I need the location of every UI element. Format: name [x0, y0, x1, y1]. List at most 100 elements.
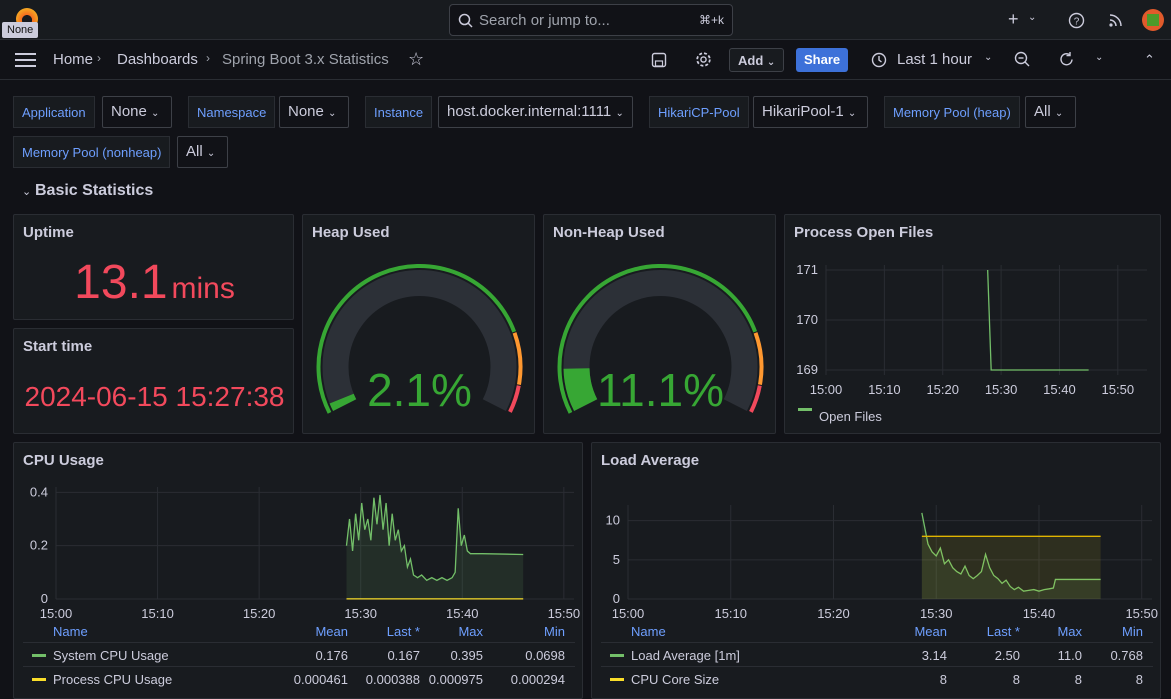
- load-series-line-0: [921, 512, 1101, 592]
- add-button-label: Add: [738, 53, 764, 68]
- heap-gauge-threshold-arc-2: [508, 385, 521, 413]
- refresh-icon[interactable]: [1058, 51, 1075, 68]
- legend-open-files[interactable]: Open Files: [819, 409, 882, 424]
- var-select-namespace[interactable]: None ⌄: [279, 96, 349, 128]
- load-legend-series-name-0[interactable]: Load Average [1m]: [631, 648, 740, 663]
- cpu-chart: 0 0.2 0.4 15:00 15:10 15:20 15:30 15:40 15:50: [30, 484, 581, 621]
- panel-heap-used[interactable]: Heap Used 2.1%: [302, 214, 535, 434]
- load-xtick-3: 15:30: [920, 606, 953, 621]
- panel-uptime[interactable]: Uptime 13.1 mins: [13, 214, 294, 320]
- load-xtick-2: 15:20: [817, 606, 850, 621]
- star-favorite-icon[interactable]: ☆: [408, 49, 425, 69]
- cpu-legend-header-2[interactable]: Last *: [386, 624, 420, 639]
- load-legend-swatch-0: [610, 654, 624, 657]
- load-legend-header-2[interactable]: Last *: [986, 624, 1020, 639]
- cpu-legend-header-3[interactable]: Max: [458, 624, 483, 639]
- open-files-xtick-5: 15:50: [1102, 382, 1135, 397]
- load-legend-last-1: 8: [1012, 672, 1020, 687]
- load-legend-series-name-1[interactable]: CPU Core Size: [631, 672, 720, 687]
- var-label-instance: Instance: [365, 96, 433, 128]
- var-value-memory-pool-nonheap: All: [186, 143, 203, 160]
- breadcrumb-home[interactable]: Home: [53, 51, 94, 68]
- cpu-legend-swatch-1: [32, 678, 46, 681]
- cpu-legend-max-0: 0.395: [450, 648, 483, 663]
- search-input[interactable]: Search or jump to... ⌘+k: [449, 4, 733, 36]
- var-value-application: None: [111, 103, 147, 120]
- menu-hamburger-icon[interactable]: [15, 53, 36, 68]
- var-select-hikaricp-pool[interactable]: HikariPool-1 ⌄: [753, 96, 868, 128]
- new-chevron-down-icon[interactable]: ⌄: [1028, 12, 1037, 23]
- var-select-memory-pool-heap[interactable]: All ⌄: [1025, 96, 1076, 128]
- load-legend-mean-1: 8: [939, 672, 947, 687]
- cpu-legend-row-divider: [23, 642, 575, 643]
- open-files-xtick-1: 15:10: [868, 382, 901, 397]
- cpu-ytick-2: 0.4: [30, 484, 48, 499]
- open-files-ytick-0: 169: [796, 362, 818, 377]
- heap-gauge-track: [322, 270, 517, 412]
- var-value-instance: host.docker.internal:1111: [447, 103, 612, 120]
- cpu-legend-header-4[interactable]: Min: [544, 624, 565, 639]
- cpu-legend-series-name-0[interactable]: System CPU Usage: [53, 648, 169, 663]
- help-icon[interactable]: ?: [1068, 12, 1085, 29]
- time-range-chevron-down-icon[interactable]: ⌄: [984, 52, 993, 63]
- cpu-xtick-0: 15:00: [40, 606, 73, 621]
- load-legend-mean-0: 3.14: [921, 648, 947, 663]
- cpu-ytick-1: 0.2: [30, 538, 48, 553]
- panel-cpu-usage[interactable]: CPU Usage 0 0.2 0.4 15:00 15:10 15:20 15:30 15:…: [13, 442, 583, 699]
- add-button[interactable]: Add ⌄: [729, 48, 785, 72]
- user-avatar[interactable]: [1142, 9, 1164, 31]
- tooltip: None: [2, 22, 39, 38]
- panel-process-open-files[interactable]: Process Open Files 169 170 171 15:00 15:10 15…: [784, 214, 1161, 434]
- news-rss-icon[interactable]: [1108, 12, 1124, 28]
- cpu-xtick-1: 15:10: [141, 606, 174, 621]
- cpu-legend-header-1[interactable]: Mean: [315, 624, 348, 639]
- var-select-instance[interactable]: host.docker.internal:1111 ⌄: [438, 96, 633, 128]
- share-button[interactable]: Share: [796, 48, 849, 72]
- start-time-value: 2024-06-15 15:27:38: [24, 381, 285, 412]
- cpu-xtick-5: 15:50: [548, 606, 581, 621]
- open-files-ytick-1: 170: [796, 312, 818, 327]
- breadcrumb-dashboards[interactable]: Dashboards: [117, 51, 198, 68]
- panel-nonheap-used[interactable]: Non-Heap Used 11.1%: [543, 214, 776, 434]
- panel-start-time[interactable]: Start time 2024-06-15 15:27:38: [13, 328, 294, 434]
- load-legend-row-divider: [601, 666, 1153, 667]
- row-collapse-chevron-icon[interactable]: ⌄: [22, 186, 32, 198]
- load-legend-min-1: 8: [1135, 672, 1143, 687]
- panel-title: Heap Used: [312, 224, 390, 241]
- open-files-xtick-3: 15:30: [985, 382, 1018, 397]
- row-title[interactable]: Basic Statistics: [35, 182, 154, 199]
- collapse-chevron-up-icon[interactable]: ⌃: [1144, 52, 1155, 67]
- panel-load-average[interactable]: Load Average 0 5 10 15:00 15:10 15:20 15:30 15:…: [591, 442, 1161, 699]
- var-select-application[interactable]: None ⌄: [102, 96, 172, 128]
- open-files-xtick-4: 15:40: [1043, 382, 1076, 397]
- load-xtick-0: 15:00: [612, 606, 645, 621]
- load-ytick-2: 10: [606, 513, 620, 528]
- load-legend-header-4[interactable]: Min: [1122, 624, 1143, 639]
- nonheap-gauge-track: [563, 270, 758, 412]
- cpu-xtick-3: 15:30: [344, 606, 377, 621]
- load-legend-max-1: 8: [1074, 672, 1082, 687]
- refresh-interval-chevron-down-icon[interactable]: ⌄: [1095, 52, 1104, 63]
- var-label-hikaricp-pool: HikariCP-Pool: [649, 96, 749, 128]
- new-plus-icon[interactable]: +: [1008, 9, 1019, 29]
- cpu-legend-series-name-1[interactable]: Process CPU Usage: [53, 672, 173, 687]
- save-icon[interactable]: [651, 52, 667, 68]
- search-shortcut: ⌘+k: [698, 13, 724, 27]
- load-legend-header-1[interactable]: Mean: [914, 624, 947, 639]
- zoom-out-icon[interactable]: [1014, 51, 1031, 68]
- nonheap-gauge-threshold-arc-2: [749, 385, 762, 413]
- var-label-namespace: Namespace: [188, 96, 276, 128]
- nonheap-value: 11.1%: [596, 364, 725, 416]
- load-xtick-4: 15:40: [1023, 606, 1056, 621]
- var-select-memory-pool-nonheap[interactable]: All ⌄: [177, 136, 228, 168]
- heap-gauge: [316, 264, 523, 414]
- var-label-application: Application: [13, 96, 95, 128]
- load-legend-max-0: 11.0: [1057, 648, 1082, 663]
- search-placeholder: Search or jump to...: [479, 12, 610, 29]
- load-xtick-1: 15:10: [714, 606, 747, 621]
- svg-text:?: ?: [1074, 17, 1080, 28]
- settings-gear-icon[interactable]: [695, 51, 712, 68]
- load-legend-header-3[interactable]: Max: [1057, 624, 1082, 639]
- heap-gauge-value-arc: [329, 393, 357, 412]
- time-range-picker[interactable]: Last 1 hour: [897, 51, 973, 68]
